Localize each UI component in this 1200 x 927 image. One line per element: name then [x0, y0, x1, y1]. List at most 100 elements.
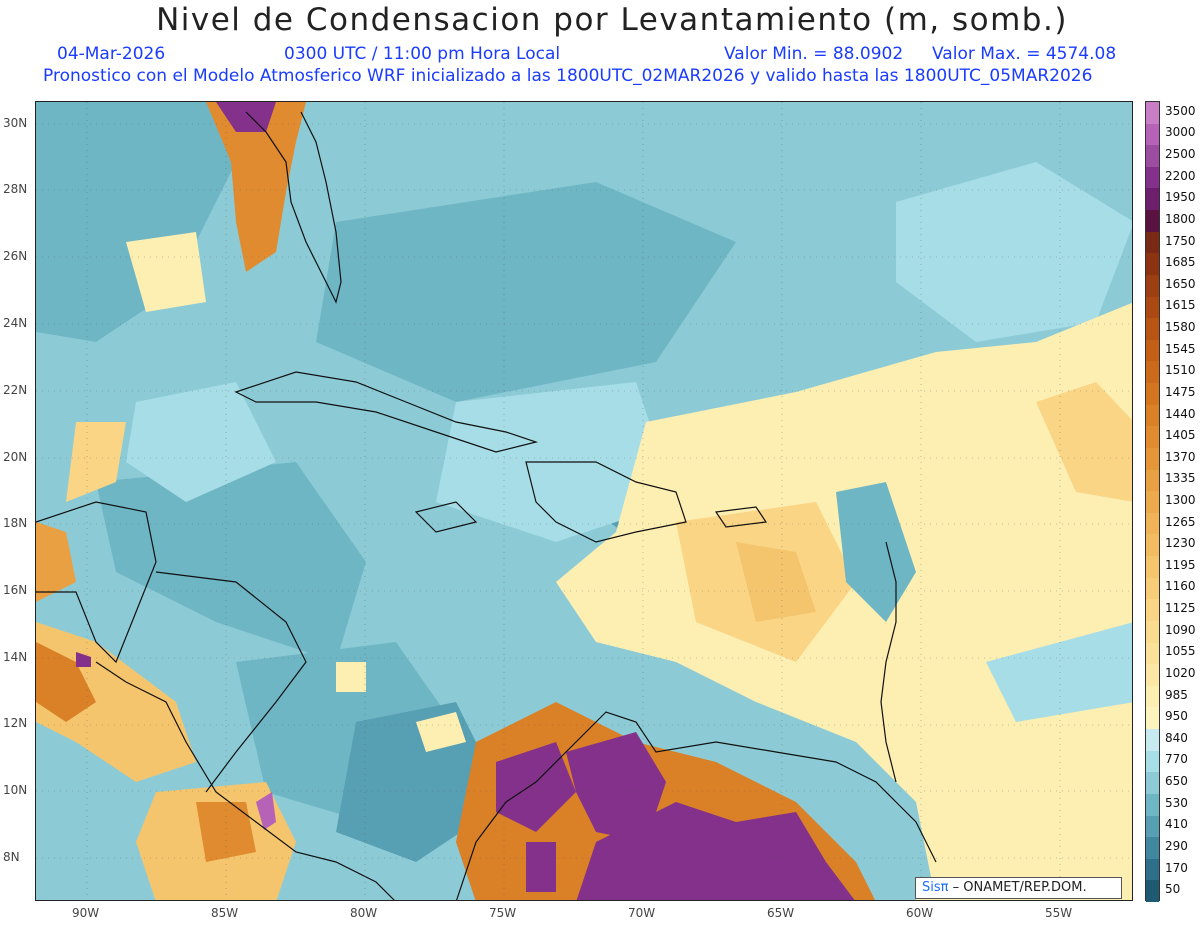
colorbar-label: 1020	[1165, 665, 1196, 680]
colorbar-swatch	[1146, 426, 1159, 449]
forecast-date: 04-Mar-2026	[57, 44, 166, 64]
max-value: Valor Max. = 4574.08	[932, 44, 1117, 64]
colorbar-swatch	[1146, 577, 1159, 600]
colorbar	[1145, 101, 1160, 903]
colorbar-label: 3000	[1165, 125, 1196, 140]
colorbar-label: 1580	[1165, 320, 1196, 335]
colorbar-swatch	[1146, 729, 1159, 752]
lat-label: 8N	[3, 850, 20, 864]
colorbar-swatch	[1146, 750, 1159, 773]
colorbar-swatch	[1146, 512, 1159, 535]
lat-label: 24N	[3, 316, 28, 330]
colorbar-label: 1195	[1165, 557, 1196, 572]
lon-label: 70W	[628, 906, 656, 920]
lon-label: 60W	[906, 906, 934, 920]
lat-label: 28N	[3, 182, 28, 196]
lat-label: 12N	[3, 716, 28, 730]
colorbar-swatch	[1146, 469, 1159, 492]
colorbar-label: 1230	[1165, 536, 1196, 551]
colorbar-swatch	[1146, 880, 1159, 903]
colorbar-swatch	[1146, 447, 1159, 471]
colorbar-swatch	[1146, 685, 1159, 708]
lat-label: 18N	[3, 516, 28, 530]
colorbar-label: 1335	[1165, 471, 1196, 486]
colorbar-label: 1370	[1165, 449, 1196, 464]
lat-label: 16N	[3, 583, 28, 597]
colorbar-label: 1405	[1165, 428, 1196, 443]
map-title: Nivel de Condensacion por Levantamiento …	[156, 2, 1068, 38]
map-canvas	[36, 102, 1132, 900]
lon-label: 55W	[1045, 906, 1073, 920]
colorbar-label: 290	[1165, 838, 1188, 853]
lat-label: 30N	[3, 116, 28, 130]
colorbar-swatch	[1146, 772, 1159, 795]
colorbar-label: 1090	[1165, 622, 1196, 637]
colorbar-label: 1545	[1165, 341, 1196, 356]
model-info: Pronostico con el Modelo Atmosferico WRF…	[43, 66, 1093, 86]
lon-label: 80W	[350, 906, 378, 920]
lon-label: 75W	[489, 906, 517, 920]
colorbar-swatch	[1146, 664, 1159, 687]
colorbar-swatch	[1146, 231, 1159, 254]
colorbar-swatch	[1146, 253, 1159, 276]
colorbar-label: 1950	[1165, 190, 1196, 205]
colorbar-label: 1160	[1165, 579, 1196, 594]
colorbar-label: 1300	[1165, 493, 1196, 507]
colorbar-swatch	[1146, 188, 1159, 211]
sis-logo: Sisπ	[922, 880, 949, 895]
lat-label: 26N	[3, 249, 28, 263]
lat-label: 14N	[3, 650, 28, 664]
colorbar-swatch	[1146, 534, 1159, 557]
lat-label: 22N	[3, 383, 28, 397]
colorbar-label: 770	[1165, 752, 1188, 767]
colorbar-swatch	[1146, 166, 1159, 189]
condensation-level-map	[35, 101, 1133, 901]
colorbar-label: 985	[1165, 687, 1188, 702]
credit-box: Sisπ – ONAMET/REP.DOM.	[915, 877, 1122, 899]
colorbar-label: 530	[1165, 795, 1188, 810]
colorbar-swatch	[1146, 361, 1159, 384]
colorbar-label: 950	[1165, 709, 1188, 724]
lat-label: 10N	[3, 783, 28, 797]
colorbar-swatch	[1146, 707, 1159, 730]
lon-label: 90W	[72, 906, 100, 920]
colorbar-swatch	[1146, 296, 1159, 319]
colorbar-label: 1265	[1165, 514, 1196, 529]
colorbar-swatch	[1146, 145, 1159, 168]
colorbar-swatch	[1146, 102, 1159, 125]
colorbar-swatch	[1146, 404, 1159, 427]
colorbar-label: 410	[1165, 817, 1188, 832]
colorbar-swatch	[1146, 642, 1159, 665]
colorbar-label: 2200	[1165, 168, 1196, 183]
min-value: Valor Min. = 88.0902	[724, 44, 904, 64]
colorbar-swatch	[1146, 339, 1159, 362]
colorbar-label: 650	[1165, 774, 1188, 789]
colorbar-label: 2500	[1165, 147, 1196, 162]
colorbar-label: 1685	[1165, 255, 1196, 270]
colorbar-swatch	[1146, 318, 1159, 341]
colorbar-swatch	[1146, 793, 1159, 816]
credit-org: – ONAMET/REP.DOM.	[952, 880, 1087, 895]
colorbar-label: 170	[1165, 860, 1188, 875]
colorbar-swatch	[1146, 815, 1159, 838]
colorbar-swatch	[1146, 123, 1159, 146]
colorbar-label: 1750	[1165, 233, 1196, 248]
colorbar-swatch	[1146, 599, 1159, 622]
lon-label: 85W	[211, 906, 239, 920]
colorbar-label: 1440	[1165, 406, 1196, 421]
lat-label: 20N	[3, 450, 28, 464]
colorbar-swatch	[1146, 383, 1159, 406]
colorbar-label: 1055	[1165, 644, 1196, 659]
colorbar-swatch	[1146, 491, 1159, 514]
colorbar-label: 1800	[1165, 211, 1196, 226]
colorbar-label: 50	[1165, 882, 1181, 897]
forecast-time: 0300 UTC / 11:00 pm Hora Local	[284, 44, 561, 64]
colorbar-label: 1475	[1165, 384, 1196, 399]
colorbar-label: 1125	[1165, 601, 1196, 616]
colorbar-swatch	[1146, 620, 1159, 644]
colorbar-swatch	[1146, 210, 1159, 233]
colorbar-label: 840	[1165, 730, 1188, 745]
colorbar-swatch	[1146, 556, 1159, 579]
colorbar-label: 1650	[1165, 276, 1196, 291]
colorbar-swatch	[1146, 858, 1159, 881]
